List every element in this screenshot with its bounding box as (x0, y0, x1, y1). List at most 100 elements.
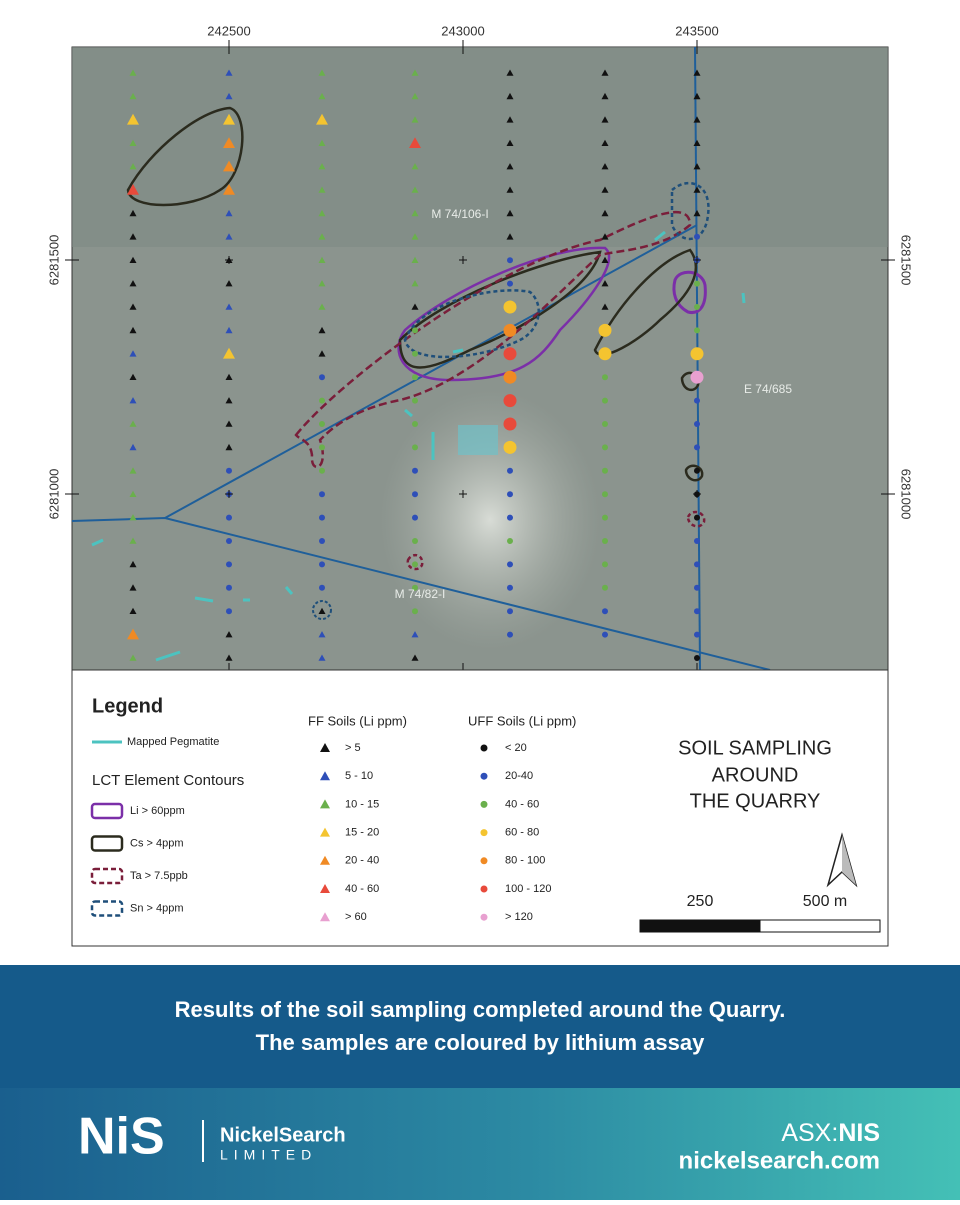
legend-label: > 120 (505, 911, 533, 923)
ff-sample (129, 139, 137, 146)
legend-label: 15 - 20 (345, 827, 379, 839)
ff-symbol (320, 912, 330, 922)
ff-sample (318, 163, 326, 170)
ff-sample (127, 113, 139, 125)
ff-sample (129, 584, 137, 591)
caption: Results of the soil sampling completed a… (175, 997, 786, 1022)
y-coordinate: 6281500 (46, 235, 61, 286)
uff-symbol (480, 772, 488, 780)
uff-sample (226, 514, 232, 521)
map-title: AROUND (712, 764, 799, 786)
uff-sample (503, 417, 517, 431)
ff-sample (225, 92, 233, 100)
uff-sample (507, 631, 513, 638)
ff-symbol (320, 743, 330, 752)
uff-sample (507, 608, 513, 615)
tenement-label: E 74/685 (744, 382, 792, 396)
ff-sample (225, 397, 233, 404)
uff-sample (598, 347, 612, 361)
uff-sample (602, 397, 608, 404)
uff-sample (503, 440, 517, 454)
company-suffix: LIMITED (220, 1147, 317, 1163)
ff-sample (411, 69, 419, 76)
ff-symbol (320, 884, 330, 893)
ff-sample (223, 137, 235, 148)
ff-sample (411, 92, 419, 100)
ff-sample (601, 209, 609, 217)
uff-sample (694, 561, 700, 568)
ff-sample (129, 607, 137, 614)
map: M 74/106-I E 74/685 M 74/82-I (65, 40, 895, 677)
ff-sample (129, 350, 137, 357)
uff-sample (226, 608, 232, 615)
ff-sample (411, 209, 419, 217)
uff-sample (503, 347, 517, 361)
contour-swatch (90, 867, 124, 885)
ff-sample (693, 163, 701, 170)
ff-sample (601, 69, 609, 76)
legend-frame (71, 669, 889, 947)
uff-sample (412, 444, 418, 451)
ff-sample (129, 373, 137, 380)
ff-sample (506, 209, 514, 217)
ff-sample (601, 256, 609, 263)
ff-sample (411, 163, 419, 170)
legend-label: Li > 60ppm (130, 805, 185, 817)
ff-sample (506, 233, 514, 240)
scale-bar (759, 919, 881, 933)
ff-sample (129, 490, 137, 497)
uff-symbol (480, 744, 488, 752)
asx-ticker: ASX:NIS (781, 1119, 880, 1147)
uff-sample (694, 280, 700, 287)
north-arrow (826, 832, 858, 888)
uff-sample (507, 491, 513, 498)
ff-sample (318, 186, 326, 193)
ff-sample (411, 654, 419, 661)
ff-sample (129, 654, 137, 661)
uff-sample (412, 397, 418, 404)
ff-symbol (320, 799, 330, 809)
uff-sample (694, 655, 700, 661)
y-coordinate: 6281500 (899, 235, 914, 286)
map-title: THE QUARRY (690, 790, 821, 812)
company-name: NickelSearch (220, 1124, 346, 1146)
contours-title: LCT Element Contours (92, 772, 244, 789)
ff-sample (411, 233, 419, 240)
uff-sample (412, 374, 418, 381)
website: nickelsearch.com (679, 1147, 880, 1174)
uff-sample (507, 257, 513, 264)
ff-sample (225, 69, 233, 76)
ff-sample (225, 420, 233, 427)
ff-symbol (320, 855, 330, 865)
ff-sample (129, 514, 137, 521)
uff-sample (602, 608, 608, 615)
uff-sample (412, 608, 418, 615)
uff-sample (598, 323, 612, 337)
ff-sample (411, 280, 419, 287)
legend-label: < 20 (505, 742, 527, 754)
ff-sample (127, 184, 139, 195)
ff-sample (506, 163, 514, 170)
uff-sample (602, 538, 608, 544)
x-coordinate: 243000 (441, 23, 484, 38)
legend-label: 100 - 120 (505, 883, 551, 895)
ff-sample (129, 467, 137, 474)
uff-sample (602, 631, 608, 638)
uff-sample (602, 491, 608, 498)
uff-sample (319, 374, 325, 381)
scale-bar (639, 919, 761, 933)
ff-sample (129, 163, 137, 170)
uff-symbol (480, 885, 488, 893)
uff-sample (602, 467, 608, 474)
ff-sample (225, 303, 233, 310)
quarry-pond (458, 425, 498, 455)
legend-label: Ta > 7.5ppb (130, 870, 188, 882)
uff-sample (319, 467, 325, 474)
ff-sample (127, 628, 139, 640)
legend-label: > 5 (345, 742, 361, 754)
uff-sample (507, 584, 513, 591)
ff-sample (411, 631, 419, 638)
uff-symbol (480, 800, 488, 808)
ff-sample (129, 560, 137, 568)
ff-title: FF Soils (Li ppm) (308, 713, 407, 728)
